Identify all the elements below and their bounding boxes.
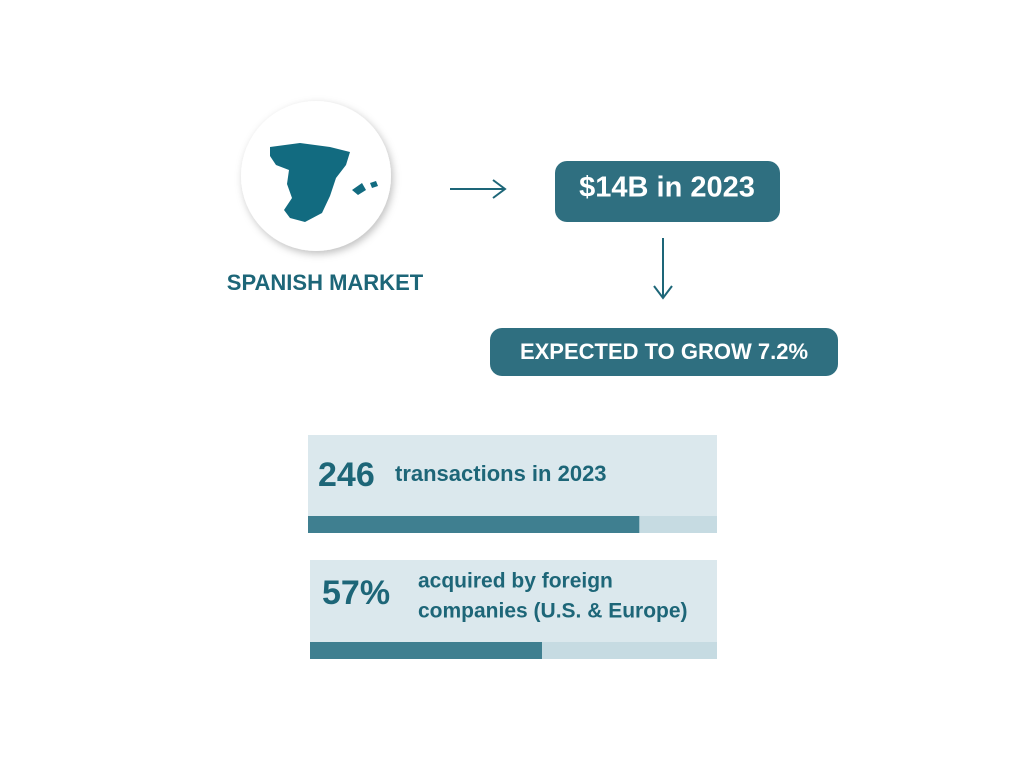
growth-box xyxy=(490,328,838,376)
bar-fill xyxy=(310,642,542,659)
spain-map xyxy=(270,143,378,222)
arrow-down xyxy=(653,238,673,300)
stat-number: 246 xyxy=(318,456,375,494)
bar-fill xyxy=(308,516,640,533)
value-text: $14B in 2023 xyxy=(579,172,755,204)
stat-text: companies (U.S. & Europe) xyxy=(418,600,688,623)
value-box xyxy=(555,161,780,222)
market-label: SPANISH MARKET xyxy=(227,270,424,295)
growth-text: EXPECTED TO GROW 7.2% xyxy=(520,339,808,364)
stat-text: transactions in 2023 xyxy=(395,461,607,486)
stat-text: acquired by foreign xyxy=(418,570,613,593)
stat-number: 57% xyxy=(322,574,390,612)
arrow-right xyxy=(450,179,507,199)
